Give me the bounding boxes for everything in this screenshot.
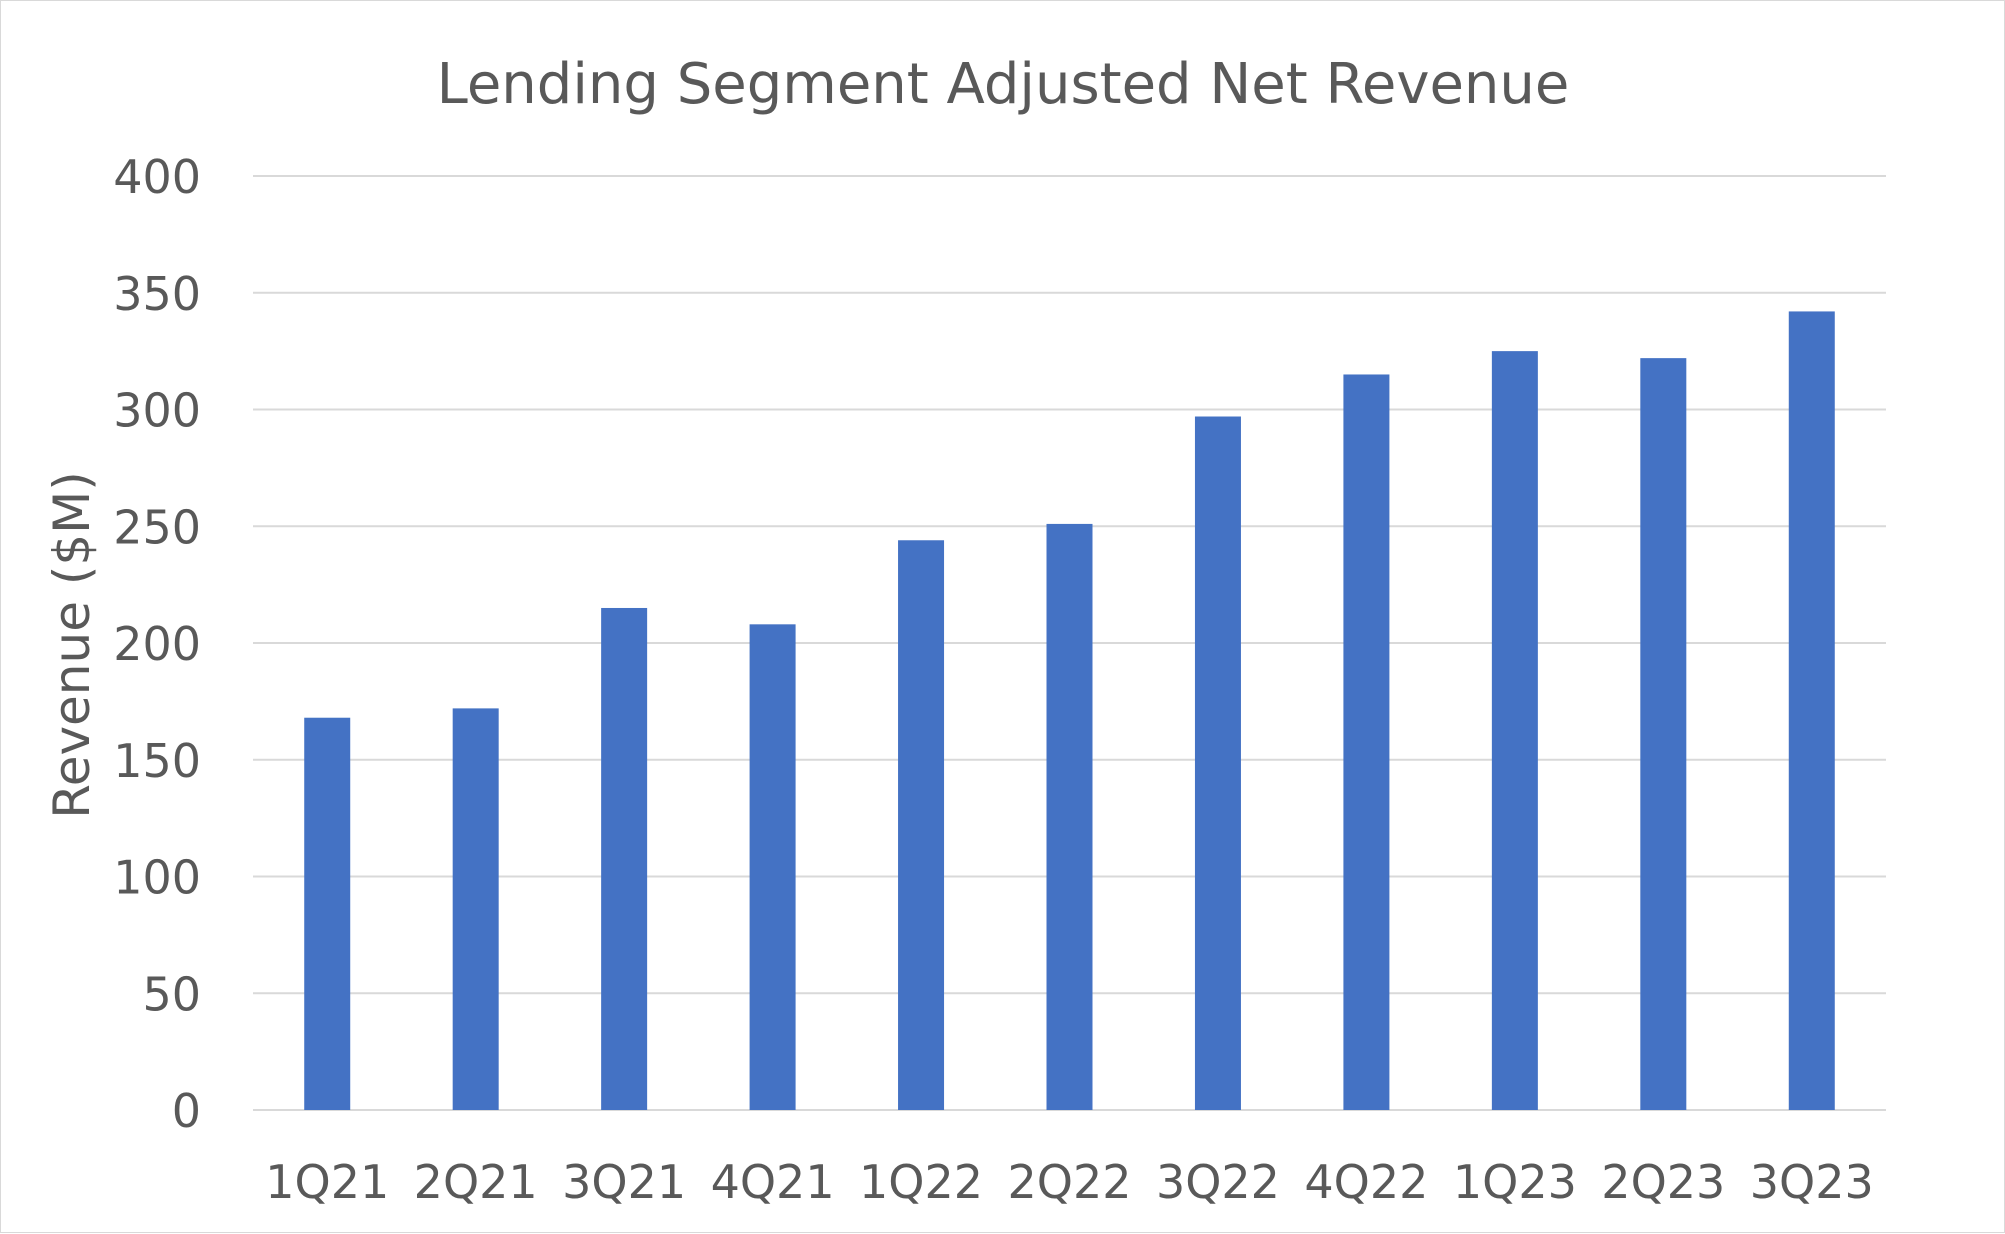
y-tick-label: 250 (113, 500, 201, 554)
x-tick-label: 3Q22 (1156, 1155, 1280, 1209)
x-tick-label: 1Q21 (265, 1155, 389, 1209)
x-tick-label: 4Q21 (711, 1155, 835, 1209)
x-tick-label: 2Q21 (414, 1155, 538, 1209)
bar (1788, 311, 1835, 1110)
bar (1194, 416, 1241, 1110)
bar (1343, 374, 1390, 1111)
x-tick-label: 1Q23 (1453, 1155, 1577, 1209)
y-tick-label: 0 (172, 1084, 201, 1138)
x-tick-label: 1Q22 (859, 1155, 983, 1209)
y-axis-label: Revenue ($M) (43, 471, 101, 819)
x-tick-label: 2Q23 (1601, 1155, 1725, 1209)
y-tick-label: 150 (113, 734, 201, 788)
bar (1046, 523, 1093, 1110)
chart-title: Lending Segment Adjusted Net Revenue (437, 52, 1570, 117)
x-axis-ticks: 1Q21 2Q21 3Q21 4Q21 1Q22 2Q22 3Q22 4Q22 1Q23 2Q23… (265, 1155, 1874, 1209)
x-tick-label: 4Q22 (1304, 1155, 1428, 1209)
bars (304, 311, 1835, 1111)
y-axis-ticks: 0 50 100 150 200 250 300 350 400 (113, 150, 201, 1138)
bar (452, 708, 499, 1110)
bar (749, 624, 796, 1110)
y-tick-label: 350 (113, 267, 201, 321)
y-tick-label: 100 (113, 851, 201, 905)
y-tick-label: 400 (113, 150, 201, 204)
y-tick-label: 300 (113, 384, 201, 438)
bar (601, 607, 648, 1110)
x-tick-label: 2Q22 (1007, 1155, 1131, 1209)
bar (1491, 351, 1538, 1110)
bar (1640, 358, 1687, 1110)
bar (898, 540, 945, 1110)
bar (304, 717, 351, 1110)
y-tick-label: 200 (113, 617, 201, 671)
y-tick-label: 50 (142, 967, 201, 1021)
x-tick-label: 3Q21 (562, 1155, 686, 1209)
x-tick-label: 3Q23 (1750, 1155, 1874, 1209)
